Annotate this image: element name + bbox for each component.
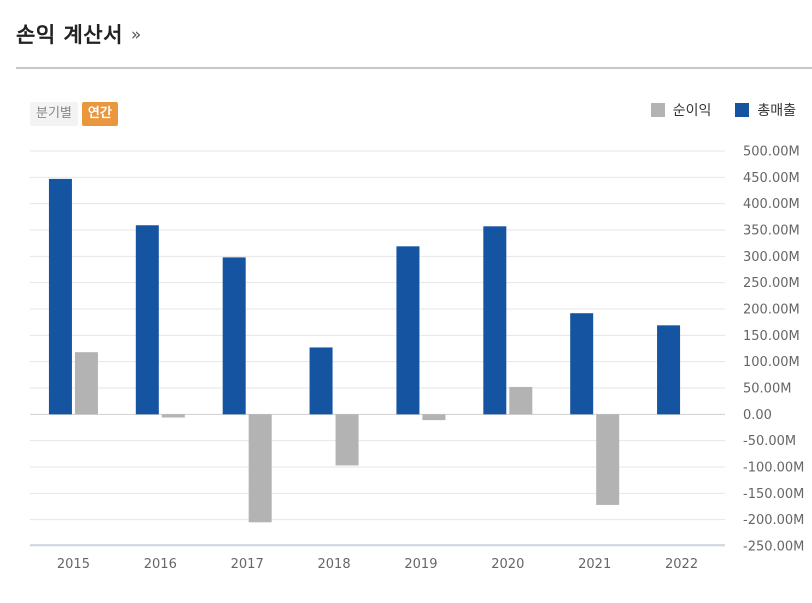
more-link[interactable]: » (130, 25, 142, 45)
y-tick-label: 300.00M (743, 250, 800, 265)
page-title: 손익 계산서 (16, 23, 123, 47)
bar-revenue-2015 (48, 178, 72, 415)
section-header: 손익 계산서 » (16, 14, 141, 54)
bar-net-income-2018 (335, 414, 359, 466)
y-tick-label: 450.00M (743, 171, 800, 186)
bar-revenue-2017 (222, 257, 246, 415)
y-tick-label: 200.00M (743, 303, 800, 318)
x-tick-label: 2018 (318, 557, 351, 572)
bar-revenue-2019 (396, 246, 420, 415)
bar-net-income-2021 (596, 414, 620, 505)
y-tick-label: -200.00M (743, 513, 804, 528)
y-tick-label: 250.00M (743, 276, 800, 291)
bar-revenue-2020 (483, 226, 507, 415)
y-tick-label: 50.00M (743, 382, 791, 397)
x-tick-label: 2022 (665, 557, 698, 572)
bar-revenue-2016 (135, 225, 159, 415)
header-divider (16, 67, 812, 69)
y-tick-label: -50.00M (743, 434, 796, 449)
y-tick-label: 0.00 (743, 408, 772, 423)
x-tick-label: 2020 (491, 557, 524, 572)
bar-net-income-2016 (161, 414, 185, 418)
quarterly-button[interactable]: 분기별 (30, 102, 78, 126)
x-tick-label: 2016 (144, 557, 177, 572)
legend-swatch-total-revenue (735, 103, 750, 117)
legend-label-total-revenue: 총매출 (757, 103, 796, 119)
bar-net-income-2015 (74, 352, 98, 415)
y-tick-label: -150.00M (743, 487, 804, 502)
y-tick-label: 150.00M (743, 329, 800, 344)
bar-revenue-2021 (570, 313, 594, 415)
bar-net-income-2020 (509, 386, 533, 415)
x-tick-label: 2021 (578, 557, 611, 572)
annual-button[interactable]: 연간 (81, 102, 118, 126)
y-tick-label: 400.00M (743, 197, 800, 212)
y-tick-label: 350.00M (743, 224, 800, 239)
bar-revenue-2022 (657, 325, 681, 415)
y-tick-label: -100.00M (743, 461, 804, 476)
y-tick-label: 100.00M (743, 355, 800, 370)
bar-revenue-2018 (309, 347, 333, 415)
legend-label-net-income: 순이익 (672, 103, 712, 119)
x-tick-label: 2019 (404, 557, 437, 572)
x-tick-label: 2017 (231, 557, 264, 572)
chart-legend: 순이익 총매출 (650, 100, 796, 120)
legend-swatch-net-income (650, 103, 665, 117)
x-tick-label: 2015 (57, 557, 90, 572)
period-toggle: 분기별 연간 (30, 102, 118, 126)
bar-net-income-2019 (422, 414, 446, 421)
legend-item-total-revenue[interactable]: 총매출 (735, 100, 796, 120)
y-tick-label: -250.00M (743, 540, 804, 555)
bar-net-income-2017 (248, 414, 272, 523)
legend-item-net-income[interactable]: 순이익 (650, 100, 712, 120)
y-tick-label: 500.00M (743, 145, 800, 160)
